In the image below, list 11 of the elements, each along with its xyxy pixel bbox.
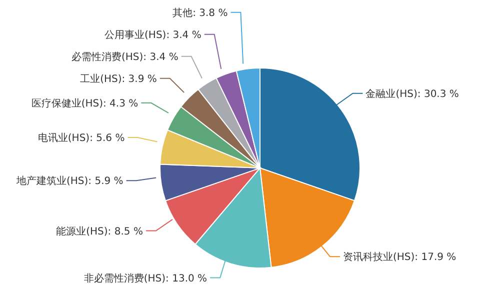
slice-label: 电讯业(HS): 5.6 % — [38, 132, 125, 144]
slice-label: 工业(HS): 3.9 % — [80, 72, 157, 85]
slice-label: 非必需性消费(HS): 13.0 % — [84, 272, 208, 284]
slice-label: 金融业(HS): 30.3 % — [366, 88, 459, 100]
slice-label: 公用事业(HS): 3.4 % — [104, 28, 202, 41]
slice-label: 其他: 3.8 % — [172, 6, 228, 19]
slice-label: 地产建筑业(HS): 5.9 % — [15, 175, 124, 188]
slice-label: 资讯科技业(HS): 17.9 % — [343, 251, 456, 264]
slice-label: 能源业(HS): 8.5 % — [56, 225, 143, 238]
slice-label: 必需性消费(HS): 3.4 % — [72, 50, 178, 63]
slice-label: 医疗保健业(HS): 4.3 % — [31, 97, 138, 110]
